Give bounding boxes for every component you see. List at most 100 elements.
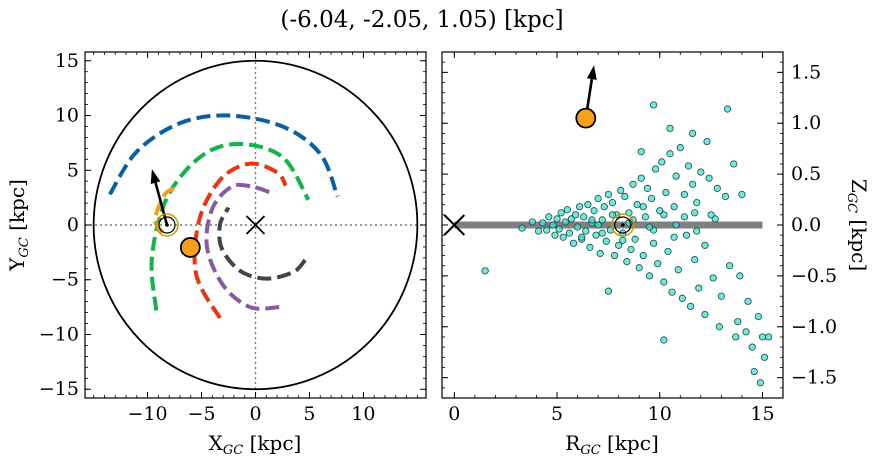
star-point	[658, 158, 666, 166]
star-point	[684, 162, 693, 170]
star-point	[709, 274, 717, 282]
right-plot-area	[443, 65, 773, 387]
star-point	[549, 221, 557, 229]
star-point	[744, 297, 752, 305]
x-tick-label: 5	[303, 403, 315, 425]
velocity-arrow-head	[150, 169, 161, 184]
sun-dot	[165, 223, 169, 227]
star-point	[732, 333, 740, 341]
star-point	[654, 260, 662, 268]
y-tick-label: −0.5	[791, 265, 837, 287]
star-point	[627, 245, 635, 254]
star-point	[701, 241, 709, 249]
star-point	[553, 215, 561, 223]
figure-title: (-6.04, -2.05, 1.05) [kpc]	[280, 7, 563, 33]
star-point	[604, 287, 612, 295]
star-point	[643, 184, 652, 192]
star-point	[586, 243, 594, 251]
star-point	[754, 312, 762, 321]
star-point	[598, 229, 606, 237]
star-point	[600, 203, 608, 211]
star-point	[610, 251, 619, 260]
y-tick-label: −1.0	[791, 316, 837, 338]
star-point	[678, 294, 686, 302]
left-ticks: −10 −5 0 5 10 −15 −10 −5 0 5 10 15	[39, 50, 426, 425]
star-point	[621, 192, 629, 201]
star-point	[647, 194, 656, 203]
spiral-arm-1	[108, 113, 340, 198]
object-marker	[575, 107, 597, 129]
y-tick-label: 15	[55, 50, 79, 72]
star-point	[555, 225, 563, 233]
spiral-arm-3	[192, 161, 288, 320]
star-point	[736, 272, 744, 280]
star-point	[629, 180, 637, 188]
y-tick-label: −5	[51, 269, 79, 291]
star-point	[734, 318, 742, 326]
x-tick-label: 0	[249, 403, 261, 425]
star-point	[693, 199, 701, 207]
star-point	[691, 209, 699, 217]
sun-inner-ring	[158, 216, 176, 234]
star-point	[573, 223, 582, 231]
star-point	[672, 221, 680, 229]
star-point	[481, 267, 489, 275]
star-point	[689, 129, 697, 138]
star-point	[528, 218, 536, 226]
x-tick-label: 0	[448, 403, 460, 425]
star-point	[701, 310, 709, 319]
sun-dot	[620, 223, 625, 227]
sun-outer-ring	[611, 213, 635, 237]
star-point	[705, 174, 713, 182]
y-tick-label: 5	[67, 159, 79, 181]
y-tick-label: −15	[39, 378, 79, 400]
star-point	[557, 209, 565, 217]
star-point	[623, 258, 631, 266]
star-point	[641, 213, 649, 221]
left-plot-area	[85, 52, 426, 398]
star-point	[608, 199, 617, 207]
sun-inner-ring	[614, 216, 632, 234]
star-point	[758, 333, 767, 341]
spiral-arm-5	[217, 206, 307, 281]
star-point	[559, 233, 567, 241]
star-point	[670, 203, 678, 211]
star-point	[551, 231, 559, 239]
star-point	[594, 221, 602, 229]
star-point	[649, 101, 658, 109]
x-tick-label: 5	[551, 403, 563, 425]
spiral-arm-4	[204, 182, 280, 311]
star-point	[672, 172, 680, 180]
star-point	[725, 262, 734, 270]
star-point	[723, 105, 732, 113]
star-point	[637, 148, 645, 156]
star-point	[569, 239, 578, 247]
right-x-axis-label: RGC [kpc]	[565, 431, 659, 458]
galactic-center-marker-b	[245, 215, 266, 235]
star-point	[539, 219, 547, 227]
star-point	[518, 224, 526, 232]
star-point	[666, 150, 674, 158]
star-point	[619, 236, 627, 244]
star-point	[594, 194, 602, 203]
star-point	[689, 180, 697, 188]
star-point	[676, 144, 684, 152]
star-point	[604, 190, 612, 199]
y-tick-label: 1.0	[791, 112, 821, 134]
star-point	[598, 216, 606, 224]
star-point	[635, 264, 643, 272]
star-point	[588, 216, 596, 224]
star-point	[668, 288, 676, 296]
star-point	[765, 333, 773, 341]
star-point	[721, 192, 730, 201]
star-point	[742, 328, 750, 336]
x-tick-label: 10	[351, 403, 375, 425]
right-ticks: 0 5 10 15 −1.5 −1.0 −0.5 0.0 0.5 1.0 1.5	[442, 52, 837, 425]
star-point	[545, 213, 553, 221]
star-point	[615, 241, 623, 249]
star-point	[680, 213, 688, 221]
star-point	[748, 343, 756, 351]
star-point	[631, 235, 639, 243]
star-point	[633, 201, 641, 209]
object-marker	[179, 237, 201, 258]
